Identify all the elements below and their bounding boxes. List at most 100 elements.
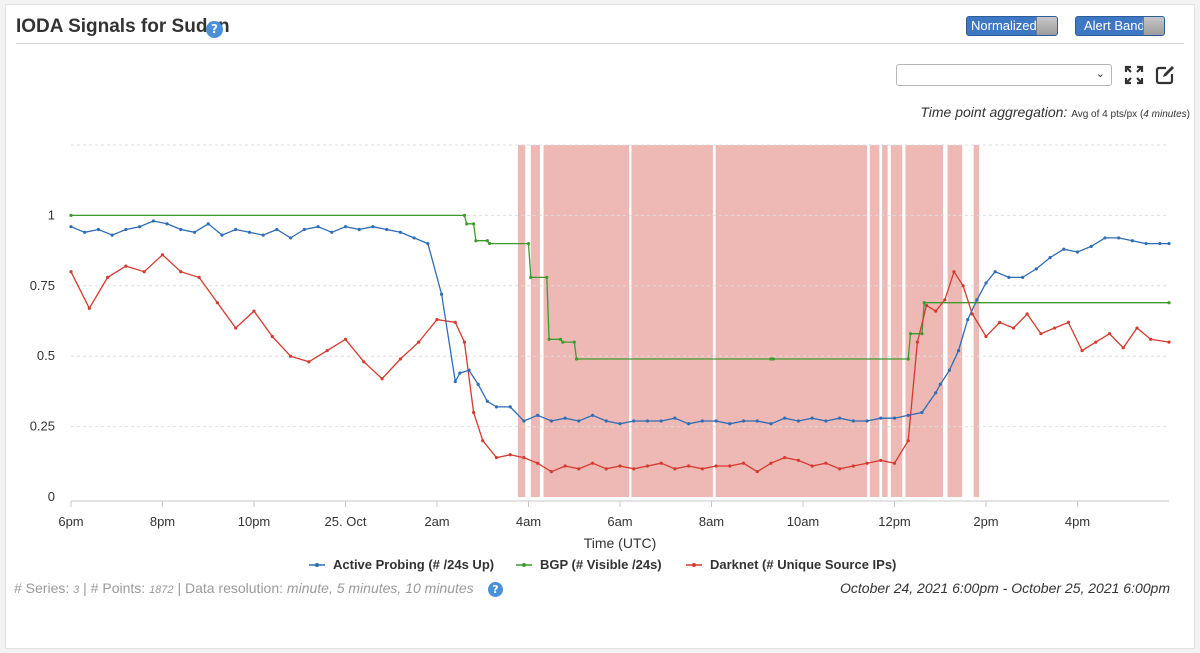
data-point <box>87 306 91 310</box>
data-point <box>536 413 540 417</box>
data-point <box>138 225 142 229</box>
data-point <box>673 467 677 471</box>
data-point <box>1149 337 1153 341</box>
data-point <box>563 464 567 468</box>
edit-icon[interactable] <box>1154 64 1176 86</box>
data-point <box>458 371 462 375</box>
data-point <box>714 464 718 468</box>
data-point <box>618 464 622 468</box>
normalized-toggle[interactable]: Normalized <box>966 16 1058 36</box>
data-point <box>908 332 913 336</box>
data-point <box>494 455 499 460</box>
data-point <box>922 301 926 305</box>
chart-options-select[interactable]: ⌄ <box>896 64 1112 86</box>
fullscreen-icon[interactable] <box>1123 64 1145 86</box>
data-point <box>796 419 801 423</box>
data-point <box>970 312 974 316</box>
data-point <box>1075 250 1080 254</box>
data-point <box>577 419 581 423</box>
data-point <box>824 419 828 423</box>
data-point <box>796 458 801 462</box>
data-point <box>810 464 814 468</box>
data-point <box>197 275 201 279</box>
data-point <box>572 340 576 344</box>
data-point <box>488 241 492 246</box>
data-point <box>659 419 663 423</box>
data-point <box>453 379 457 384</box>
x-tick-label: 10am <box>787 514 820 529</box>
legend-marker <box>522 563 526 567</box>
data-point <box>865 419 869 423</box>
data-point <box>865 461 869 465</box>
data-point <box>275 227 279 232</box>
resolution-value: minute, 5 minutes, 10 minutes <box>286 580 474 596</box>
data-point <box>920 332 924 336</box>
data-point <box>604 467 608 471</box>
data-point <box>220 233 224 237</box>
data-point <box>467 368 471 372</box>
data-point <box>561 340 565 344</box>
aggregation-label: Time point aggregation: <box>920 104 1068 120</box>
data-point <box>604 419 608 423</box>
data-point <box>549 419 553 423</box>
data-point <box>412 236 416 240</box>
series-line <box>70 220 1169 425</box>
data-point <box>215 301 219 305</box>
data-point <box>943 298 947 302</box>
aggregation-value: Avg of 4 pts/px (4 minutes) <box>1071 109 1190 120</box>
data-point <box>632 467 636 471</box>
series-label: # Series: <box>14 580 70 596</box>
data-point <box>714 419 718 423</box>
y-tick-label: 0.25 <box>30 419 55 434</box>
data-point <box>494 405 499 409</box>
data-point <box>618 422 622 426</box>
data-point <box>645 464 650 468</box>
data-point <box>206 222 210 226</box>
resolution-label: | Data resolution: <box>177 580 284 596</box>
data-point <box>1107 332 1112 336</box>
alert-band <box>543 145 630 497</box>
data-point <box>270 334 274 339</box>
data-point <box>522 455 526 460</box>
data-point <box>1034 267 1038 271</box>
data-point <box>966 317 970 322</box>
data-point <box>771 357 775 361</box>
y-axis-ticks: 0 0.25 0.5 0.75 1 <box>30 207 55 504</box>
data-point <box>357 227 361 232</box>
data-point <box>1167 340 1171 344</box>
legend-label: Darknet (# Unique Source IPs) <box>710 557 896 572</box>
data-point <box>160 253 165 257</box>
legend-marker <box>692 563 696 567</box>
data-point <box>1039 332 1043 336</box>
y-tick-label: 0.75 <box>30 278 55 293</box>
data-point <box>179 270 183 274</box>
data-point <box>590 413 595 417</box>
time-aggregation: Time point aggregation: Avg of 4 pts/px … <box>920 104 1190 120</box>
series-line <box>71 214 1169 360</box>
points-label: | # Points: <box>83 580 146 596</box>
data-point <box>307 360 311 364</box>
data-point <box>1144 241 1148 246</box>
x-tick-label: 25. Oct <box>325 514 367 529</box>
data-point <box>563 416 567 420</box>
data-point <box>417 340 421 344</box>
alert-bands-toggle[interactable]: Alert Bands <box>1075 16 1165 36</box>
data-point <box>906 439 910 443</box>
data-point <box>1048 256 1052 260</box>
data-point <box>975 298 979 302</box>
data-point <box>110 233 114 237</box>
data-point <box>124 227 128 232</box>
data-point <box>106 275 110 279</box>
data-point <box>1167 241 1171 246</box>
data-point <box>783 455 787 460</box>
data-point <box>906 413 910 417</box>
data-point <box>700 467 704 471</box>
chart-metadata: # Series: 3 | # Points: 1872 | Data reso… <box>14 580 474 596</box>
data-point <box>1011 326 1016 330</box>
data-point <box>508 405 512 409</box>
resolution-help-icon[interactable]: ? <box>488 582 503 597</box>
data-point <box>920 410 924 415</box>
help-icon[interactable]: ? <box>206 21 223 38</box>
data-point <box>1117 236 1121 240</box>
data-point <box>952 270 956 274</box>
